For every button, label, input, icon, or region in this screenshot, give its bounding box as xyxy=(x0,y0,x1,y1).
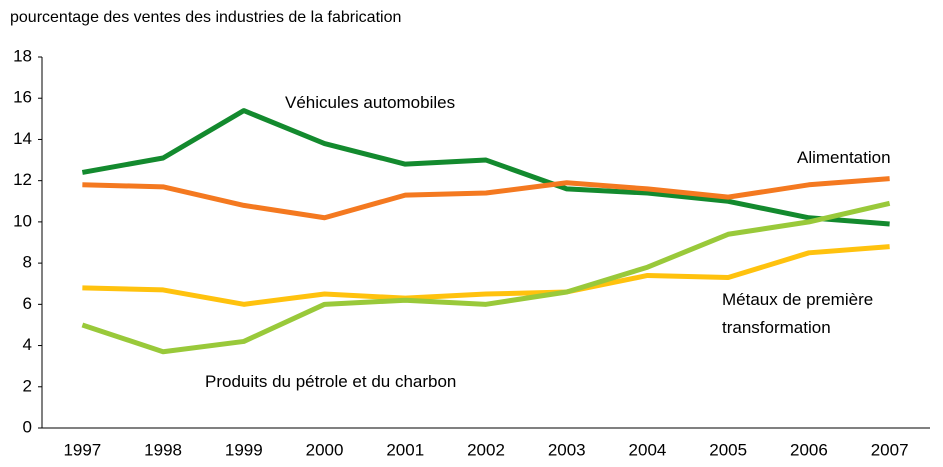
y-tick-label: 4 xyxy=(23,335,32,354)
series-label: Véhicules automobiles xyxy=(285,93,456,112)
series-line xyxy=(82,176,890,221)
x-tick-label: 2000 xyxy=(306,440,344,459)
x-tick-label: 2007 xyxy=(871,440,909,459)
x-tick-label: 2002 xyxy=(467,440,505,459)
series-line xyxy=(81,200,891,355)
x-tick-label: 2001 xyxy=(386,440,424,459)
series-label: Produits du pétrole et du charbon xyxy=(205,372,457,391)
x-tick-label: 1998 xyxy=(144,440,182,459)
x-tick-label: 2004 xyxy=(629,440,667,459)
series-line xyxy=(81,108,890,227)
y-tick-label: 8 xyxy=(23,253,32,272)
series-line xyxy=(82,244,890,307)
y-tick-label: 14 xyxy=(13,129,32,148)
x-tick-label: 2005 xyxy=(709,440,747,459)
x-tick-label: 2003 xyxy=(548,440,586,459)
y-tick-label: 2 xyxy=(23,376,32,395)
x-tick-label: 1999 xyxy=(225,440,263,459)
y-tick-label: 16 xyxy=(13,88,32,107)
y-axis-title: pourcentage des ventes des industries de… xyxy=(10,9,401,26)
x-tick-label: 2006 xyxy=(790,440,828,459)
y-tick-label: 6 xyxy=(23,294,32,313)
series-label: Métaux de première transformation xyxy=(722,290,874,337)
y-tick-label: 0 xyxy=(23,417,32,436)
series-label: Alimentation xyxy=(797,148,891,167)
x-tick-label: 1997 xyxy=(63,440,101,459)
y-tick-label: 12 xyxy=(13,170,32,189)
y-tick-label: 18 xyxy=(13,46,32,65)
y-tick-label: 10 xyxy=(13,211,32,230)
